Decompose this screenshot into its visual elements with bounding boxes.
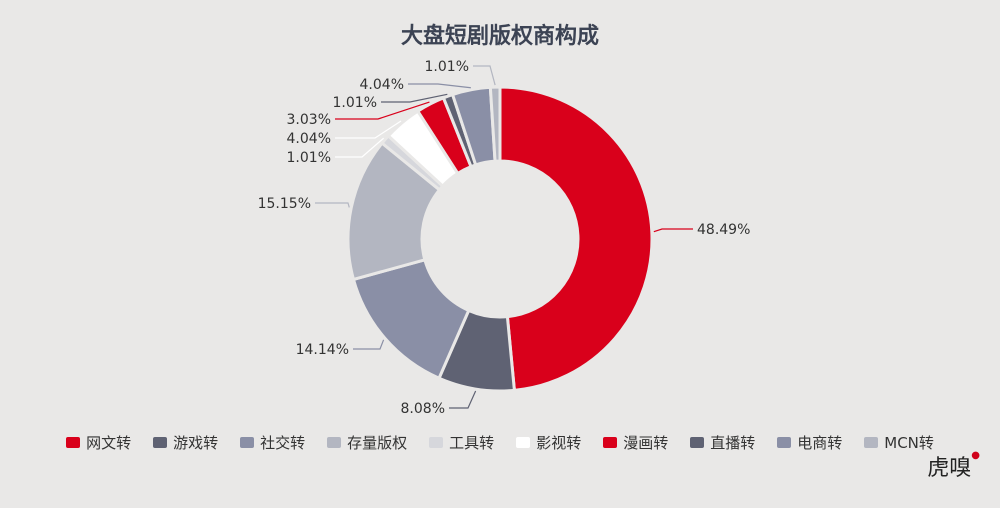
- legend-item-livestream: 直播转: [690, 432, 755, 453]
- legend-item-comic: 漫画转: [603, 432, 668, 453]
- leader-line-game: [449, 390, 477, 409]
- legend-swatch: [429, 437, 444, 448]
- logo-text: 虎嗅: [927, 456, 972, 481]
- legend-item-tool: 工具转: [429, 432, 494, 453]
- data-label-tool: 1.01%: [287, 150, 331, 166]
- leader-line-comic: [335, 101, 430, 120]
- leader-line-stock-copyright: [315, 202, 350, 208]
- slice-mcn: [488, 85, 502, 163]
- slice-web-novel: [498, 85, 654, 392]
- data-label-social: 14.14%: [296, 342, 349, 358]
- leader-line-mcn: [473, 65, 496, 86]
- legend-swatch: [327, 437, 342, 448]
- legend-label: MCN转: [884, 434, 934, 452]
- legend-label: 直播转: [710, 434, 756, 452]
- chart-legend: 网文转 游戏转 社交转 存量版权 工具转 影视转 漫画转 直播转 电商转 MCN转: [0, 432, 1000, 453]
- legend-swatch: [603, 437, 618, 448]
- legend-item-game: 游戏转: [153, 432, 218, 453]
- data-label-mcn: 1.01%: [425, 59, 469, 75]
- leader-line-social: [353, 339, 385, 350]
- legend-label: 网文转: [86, 434, 132, 452]
- data-label-web-novel: 48.49%: [697, 222, 750, 238]
- data-label-ecommerce: 4.04%: [360, 77, 404, 93]
- legend-item-film: 影视转: [516, 432, 581, 453]
- legend-label: 电商转: [797, 434, 843, 452]
- legend-swatch: [516, 437, 531, 448]
- data-label-stock-copyright: 15.15%: [258, 196, 311, 212]
- legend-swatch: [240, 437, 255, 448]
- legend-item-ecommerce: 电商转: [777, 432, 842, 453]
- legend-swatch: [777, 437, 792, 448]
- legend-swatch: [153, 437, 168, 448]
- leader-line-film: [335, 120, 402, 139]
- legend-item-stock-copyright: 存量版权: [327, 432, 407, 453]
- data-label-film: 4.04%: [287, 131, 331, 147]
- chart-title: 大盘短剧版权商构成: [400, 24, 599, 49]
- logo-dot-icon: ●: [971, 450, 980, 461]
- legend-item-web-novel: 网文转: [66, 432, 131, 453]
- data-label-comic: 3.03%: [287, 112, 331, 128]
- leader-line-livestream: [381, 93, 448, 103]
- brand-logo: 虎嗅●: [927, 450, 980, 482]
- legend-swatch: [690, 437, 705, 448]
- legend-swatch: [864, 437, 879, 448]
- legend-label: 存量版权: [347, 434, 408, 452]
- leader-line-tool: [335, 137, 385, 158]
- legend-item-social: 社交转: [240, 432, 305, 453]
- leader-line-web-novel: [653, 228, 693, 233]
- legend-label: 影视转: [536, 434, 582, 452]
- legend-label: 工具转: [449, 434, 495, 452]
- legend-label: 游戏转: [173, 434, 219, 452]
- data-label-livestream: 1.01%: [333, 95, 377, 111]
- legend-label: 漫画转: [623, 434, 669, 452]
- leader-line-ecommerce: [408, 83, 471, 89]
- legend-item-mcn: MCN转: [864, 432, 934, 453]
- data-label-game: 8.08%: [401, 401, 445, 417]
- legend-swatch: [66, 437, 81, 448]
- legend-label: 社交转: [260, 434, 306, 452]
